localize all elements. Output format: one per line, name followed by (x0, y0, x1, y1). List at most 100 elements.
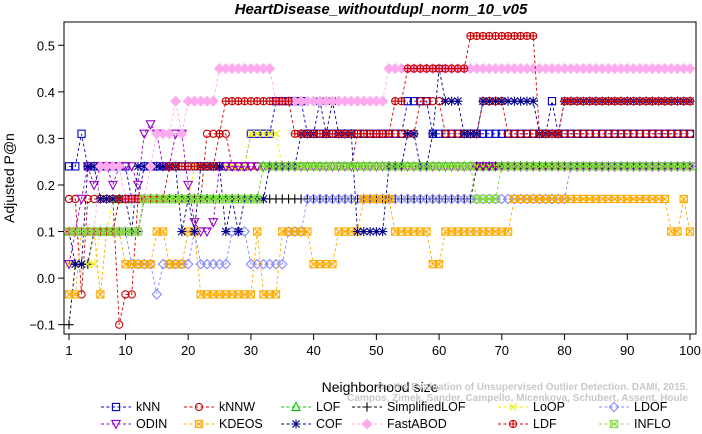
legend-item-odin: ODIN (101, 417, 167, 431)
legend-item-cof: COF (281, 417, 343, 431)
point-knnw-23 (202, 129, 212, 138)
point-cof-12 (133, 161, 143, 171)
credit-line-1: Campos, Zimek, Sander, Campello, Micenko… (347, 393, 688, 404)
legend-item-knnw: kNNW (184, 400, 255, 414)
point-cof-65 (465, 129, 476, 139)
point-ldf-75 (529, 31, 538, 41)
y-tick-label-4: 0.3 (37, 131, 55, 146)
point-odin-20 (183, 180, 194, 191)
point-kdeos-31 (253, 227, 262, 236)
point-loop-5 (90, 260, 99, 269)
point-knnw-99 (679, 129, 688, 138)
point-fastabod-19 (176, 128, 188, 140)
point-knn-68 (485, 129, 494, 138)
point-knnw-73 (516, 129, 525, 138)
point-odin-31 (252, 162, 263, 172)
point-fastabod-33 (264, 63, 276, 75)
legend-marker-fastabod (361, 418, 373, 430)
point-odin-68 (484, 162, 495, 172)
point-cof-61 (440, 96, 450, 106)
point-knnw-71 (503, 129, 513, 138)
x-tick-label-70: 70 (495, 343, 509, 358)
point-cof-16 (158, 161, 168, 171)
legend-marker-lof (290, 401, 302, 412)
series-odin (63, 120, 696, 270)
point-knn-69 (491, 129, 500, 138)
point-kdeos-71 (503, 227, 513, 236)
x-tick-label-40: 40 (306, 343, 320, 358)
x-tick-label-90: 90 (620, 343, 634, 358)
legend-item-lof: LOF (281, 400, 341, 414)
point-fastabod-14 (145, 160, 157, 172)
point-cof-69 (490, 96, 501, 106)
point-kdeos-19 (177, 259, 187, 269)
point-knnw-93 (641, 129, 651, 138)
point-odin-27 (226, 162, 238, 172)
point-cof-49 (365, 226, 375, 237)
point-kdeos-58 (422, 227, 431, 236)
point-knn-2 (71, 162, 80, 171)
point-kdeos-30 (246, 290, 256, 299)
legend: kNN kNNW LOF SimplifiedLOF LoOP LDOF ODIN KDEOS… (101, 400, 671, 431)
point-knnw-84 (585, 129, 594, 138)
point-odin-24 (208, 218, 219, 228)
point-cof-15 (152, 161, 162, 171)
series-kdeos (64, 194, 695, 299)
y-axis: −0.1 0.0 0.1 0.2 0.3 0.4 0.5 (29, 38, 64, 333)
legend-marker-knn (111, 402, 121, 412)
point-kdeos-14 (146, 259, 155, 269)
legend-label-fastabod: FastABOD (387, 417, 447, 431)
point-inflo-65 (466, 162, 475, 171)
series-line-simplifiedlof (68, 165, 690, 325)
point-knnw-90 (623, 129, 632, 138)
point-knnw-62 (447, 129, 456, 138)
point-loop-1 (65, 260, 73, 269)
point-fastabod-18 (170, 95, 182, 107)
point-knnw-89 (616, 129, 626, 138)
point-knn-78 (547, 97, 557, 106)
point-cof-32 (258, 194, 269, 204)
legend-label-inflo: INFLO (634, 417, 671, 431)
point-knnw-88 (610, 129, 619, 138)
point-ldof-26 (220, 258, 232, 270)
point-kdeos-99 (679, 194, 688, 204)
y-tick-label-5: 0.4 (37, 85, 55, 100)
point-loop-4 (83, 260, 92, 269)
legend-item-kdeos: KDEOS (184, 417, 263, 431)
point-knnw-57 (416, 97, 425, 106)
x-tick-label-10: 10 (118, 343, 132, 358)
point-knnw-86 (598, 129, 607, 138)
point-kdeos-6 (96, 290, 105, 299)
point-odin-30 (245, 162, 257, 172)
point-ldf-79 (554, 129, 563, 138)
series-inflo (64, 162, 695, 236)
point-knnw-94 (648, 129, 657, 138)
point-cof-73 (516, 96, 526, 106)
point-fastabod-9 (113, 160, 125, 172)
point-fastabod-100 (684, 63, 696, 75)
legend-label-cof: COF (316, 417, 343, 431)
point-knn-56 (409, 97, 419, 106)
x-tick-label-30: 30 (244, 343, 258, 358)
point-odin-69 (490, 162, 501, 172)
x-axis: 1 10 20 30 40 50 60 70 80 90 100 (65, 334, 701, 358)
point-ldf-36 (284, 97, 293, 106)
point-kdeos-100 (685, 227, 695, 236)
point-odin-28 (233, 162, 244, 172)
series-knn (64, 97, 695, 204)
point-ldf-54 (397, 97, 406, 106)
point-knnw-72 (510, 129, 519, 138)
point-inflo-12 (133, 227, 143, 236)
legend-marker-kdeos (194, 419, 204, 429)
series-line-fastabod (69, 68, 690, 233)
series-simplifiedlof (64, 161, 695, 330)
legend-marker-knnw (194, 402, 204, 412)
point-ldof-15 (151, 289, 163, 300)
point-kdeos-2 (71, 290, 80, 299)
point-inflo-69 (491, 194, 500, 204)
point-knnw-98 (673, 129, 682, 138)
legend-marker-odin (110, 419, 122, 430)
x-tick-label-1: 1 (65, 343, 72, 358)
legend-label-kdeos: KDEOS (219, 417, 263, 431)
point-ldf-24 (209, 162, 218, 171)
